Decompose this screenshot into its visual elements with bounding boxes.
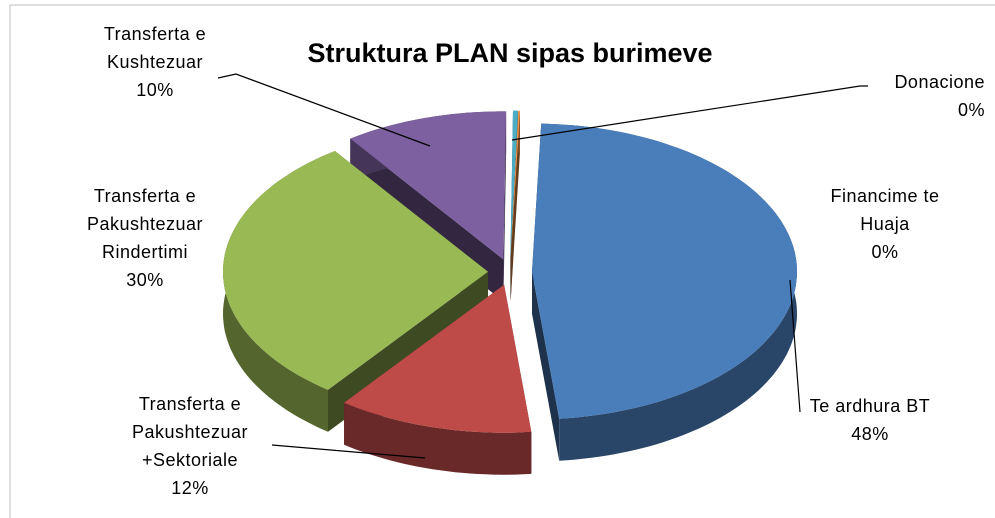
leader-line: [217, 73, 431, 147]
leader-line: [511, 85, 868, 141]
data-label: Financime te Huaja: [830, 186, 940, 234]
data-label: Transferta e Pakushtezuar Rindertimi: [86, 186, 204, 262]
data-label-value: 0%: [957, 100, 985, 120]
label-block: Transferta e Kushtezuar 10%: [75, 20, 235, 104]
data-label: Donacione: [894, 72, 985, 92]
data-label-value: 0%: [871, 242, 899, 262]
slice-group: [344, 284, 532, 475]
data-label-value: 48%: [851, 424, 889, 444]
label-block: Donacione 0%: [820, 68, 985, 124]
leader-line: [271, 444, 426, 459]
slice-side: [344, 402, 532, 475]
slice-group: [532, 123, 797, 461]
slice-side: [510, 110, 520, 301]
leader-line: [789, 279, 801, 413]
data-label: Transferta e Kushtezuar: [103, 24, 207, 72]
label-block: Transferta e Pakushtezuar +Sektoriale 12%: [100, 390, 280, 502]
slice-side: [503, 111, 507, 302]
slice: [510, 110, 520, 259]
slice-group: [510, 110, 520, 301]
slice: [510, 110, 518, 259]
slice: [223, 151, 488, 390]
chart-title: Struktura PLAN sipas burimeve: [307, 38, 713, 68]
label-block: Financime te Huaja 0%: [800, 182, 970, 266]
slice-side: [532, 271, 560, 461]
data-label-value: 10%: [136, 80, 174, 100]
data-label-value: 30%: [126, 270, 164, 290]
slice: [344, 284, 532, 433]
slice: [532, 123, 797, 419]
slice-group: [350, 111, 507, 302]
label-block: Te ardhura BT 48%: [790, 392, 950, 448]
slice: [350, 111, 507, 260]
chart-border: [9, 4, 995, 518]
data-label-value: 12%: [171, 478, 209, 498]
label-block: Transferta e Pakushtezuar Rindertimi 30%: [60, 182, 230, 294]
data-label: Transferta e Pakushtezuar +Sektoriale: [131, 394, 249, 470]
data-label: Te ardhura BT: [809, 396, 931, 416]
